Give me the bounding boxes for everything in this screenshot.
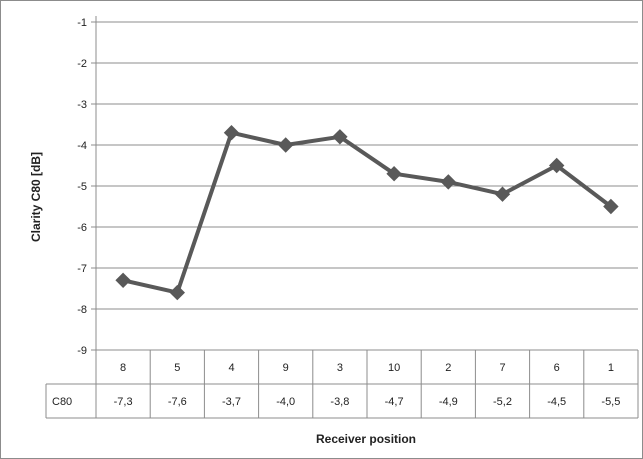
y-tick-label: -4 [77,140,87,152]
data-point-diamond-icon [332,129,348,145]
x-tick-label: 4 [228,362,234,374]
data-label: -7,6 [168,396,187,408]
x-tick-label: 5 [174,362,180,374]
data-point-diamond-icon [277,137,294,153]
gridlines [91,16,638,418]
data-label: -4,5 [547,396,566,408]
y-tick-label: -7 [77,263,87,275]
data-label: -4,9 [439,396,458,408]
x-tick-label: 9 [283,362,289,374]
data-point-diamond-icon [494,186,511,202]
data-label: -5,5 [601,396,620,408]
x-tick-label: 1 [608,362,614,374]
data-point-diamond-icon [115,272,131,289]
y-tick-label: -6 [77,222,87,234]
x-tick-label: 3 [337,362,343,374]
data-point-diamond-icon [223,124,240,141]
y-tick-label: -8 [77,304,87,316]
x-axis-title: Receiver position [316,432,416,446]
data-label: -5,2 [493,396,512,408]
y-tick-label: -2 [77,58,87,70]
y-tick-label: -1 [77,17,87,29]
data-label: -3,7 [222,396,241,408]
data-point-diamond-icon [386,165,402,182]
x-tick-label: 8 [120,362,126,374]
y-tick-label: -9 [77,345,87,357]
y-tick-label: -5 [77,181,87,193]
data-point-diamond-icon [440,174,457,190]
x-tick-label: 6 [554,362,560,374]
legend-series-label: C80 [52,396,72,408]
y-axis-ticks: -1 -2 -3 -4 -5 -6 -7 -8 -9 [77,17,87,357]
data-label: -4,7 [385,396,404,408]
y-tick-label: -3 [77,99,87,111]
data-point-diamond-icon [169,284,186,301]
x-tick-label: 10 [388,362,400,374]
series-c80 [115,124,619,301]
data-label: -4,0 [276,396,295,408]
x-tick-label: 7 [499,362,505,374]
x-tick-label: 2 [445,362,451,374]
data-table: 8 5 4 9 3 10 2 7 6 1 C80 -7,3 -7,6 -3,7 -4,0 -3,8 -4,7 -4… [45,349,639,419]
data-label: -7,3 [114,396,133,408]
series-line [122,130,613,295]
data-point-diamond-icon [548,157,565,174]
data-point-diamond-icon [603,198,619,215]
y-axis-title: Clarity C80 [dB] [29,152,43,242]
data-label: -3,8 [330,396,349,408]
